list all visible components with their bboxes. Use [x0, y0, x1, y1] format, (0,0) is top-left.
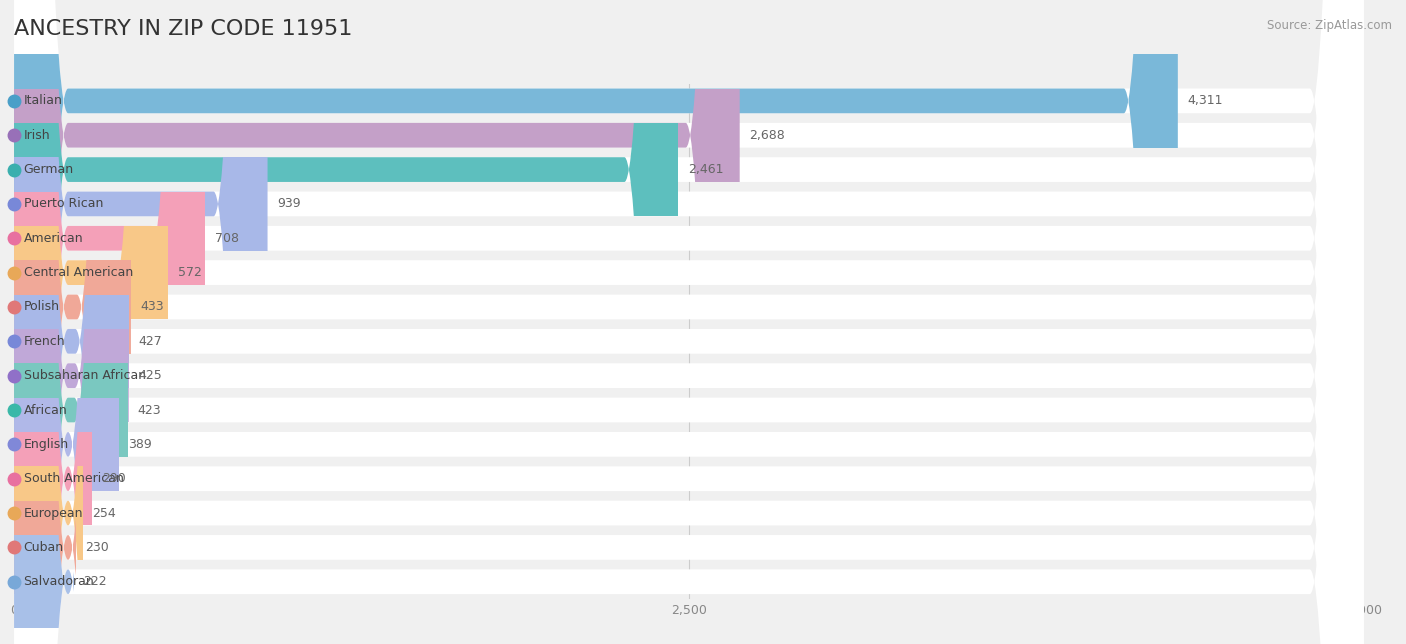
- Text: Central American: Central American: [24, 266, 132, 279]
- Text: 427: 427: [139, 335, 163, 348]
- Text: French: French: [24, 335, 65, 348]
- Text: 939: 939: [277, 198, 301, 211]
- Text: Puerto Rican: Puerto Rican: [24, 198, 103, 211]
- Text: 254: 254: [91, 507, 115, 520]
- Text: South American: South American: [24, 472, 124, 485]
- FancyBboxPatch shape: [14, 0, 1364, 644]
- FancyBboxPatch shape: [14, 0, 267, 644]
- FancyBboxPatch shape: [14, 0, 1364, 644]
- FancyBboxPatch shape: [14, 0, 1364, 644]
- Text: Irish: Irish: [24, 129, 51, 142]
- Text: Polish: Polish: [24, 301, 59, 314]
- Text: 230: 230: [86, 541, 110, 554]
- Text: ANCESTRY IN ZIP CODE 11951: ANCESTRY IN ZIP CODE 11951: [14, 19, 353, 39]
- Text: 423: 423: [138, 404, 162, 417]
- Text: 222: 222: [83, 575, 107, 588]
- Text: Subsaharan African: Subsaharan African: [24, 369, 146, 382]
- Text: American: American: [24, 232, 83, 245]
- FancyBboxPatch shape: [14, 0, 129, 644]
- FancyBboxPatch shape: [14, 0, 128, 644]
- FancyBboxPatch shape: [14, 0, 1364, 644]
- FancyBboxPatch shape: [14, 0, 1364, 644]
- FancyBboxPatch shape: [14, 0, 129, 644]
- FancyBboxPatch shape: [14, 0, 1364, 644]
- FancyBboxPatch shape: [14, 0, 1364, 644]
- Text: Italian: Italian: [24, 95, 62, 108]
- FancyBboxPatch shape: [14, 0, 740, 644]
- FancyBboxPatch shape: [14, 0, 1364, 644]
- Text: Salvadoran: Salvadoran: [24, 575, 94, 588]
- Text: 433: 433: [141, 301, 165, 314]
- FancyBboxPatch shape: [14, 0, 1178, 644]
- FancyBboxPatch shape: [14, 0, 1364, 644]
- FancyBboxPatch shape: [14, 0, 1364, 644]
- Text: 389: 389: [128, 438, 152, 451]
- FancyBboxPatch shape: [14, 0, 1364, 644]
- FancyBboxPatch shape: [14, 0, 679, 644]
- FancyBboxPatch shape: [14, 0, 205, 644]
- FancyBboxPatch shape: [14, 0, 169, 644]
- Text: African: African: [24, 404, 67, 417]
- Text: Cuban: Cuban: [24, 541, 63, 554]
- Text: German: German: [24, 163, 73, 176]
- Text: 708: 708: [215, 232, 239, 245]
- Text: Source: ZipAtlas.com: Source: ZipAtlas.com: [1267, 19, 1392, 32]
- Text: 572: 572: [179, 266, 202, 279]
- FancyBboxPatch shape: [14, 0, 122, 644]
- FancyBboxPatch shape: [14, 0, 122, 644]
- FancyBboxPatch shape: [14, 0, 1364, 644]
- FancyBboxPatch shape: [14, 0, 122, 644]
- FancyBboxPatch shape: [14, 0, 1364, 644]
- FancyBboxPatch shape: [14, 0, 131, 644]
- Text: 2,461: 2,461: [688, 163, 723, 176]
- Text: 425: 425: [138, 369, 162, 382]
- Text: English: English: [24, 438, 69, 451]
- Text: 290: 290: [101, 472, 125, 485]
- FancyBboxPatch shape: [14, 0, 1364, 644]
- FancyBboxPatch shape: [14, 0, 122, 644]
- FancyBboxPatch shape: [14, 0, 122, 644]
- Text: 2,688: 2,688: [749, 129, 785, 142]
- FancyBboxPatch shape: [14, 0, 1364, 644]
- Text: European: European: [24, 507, 83, 520]
- Text: 4,311: 4,311: [1187, 95, 1223, 108]
